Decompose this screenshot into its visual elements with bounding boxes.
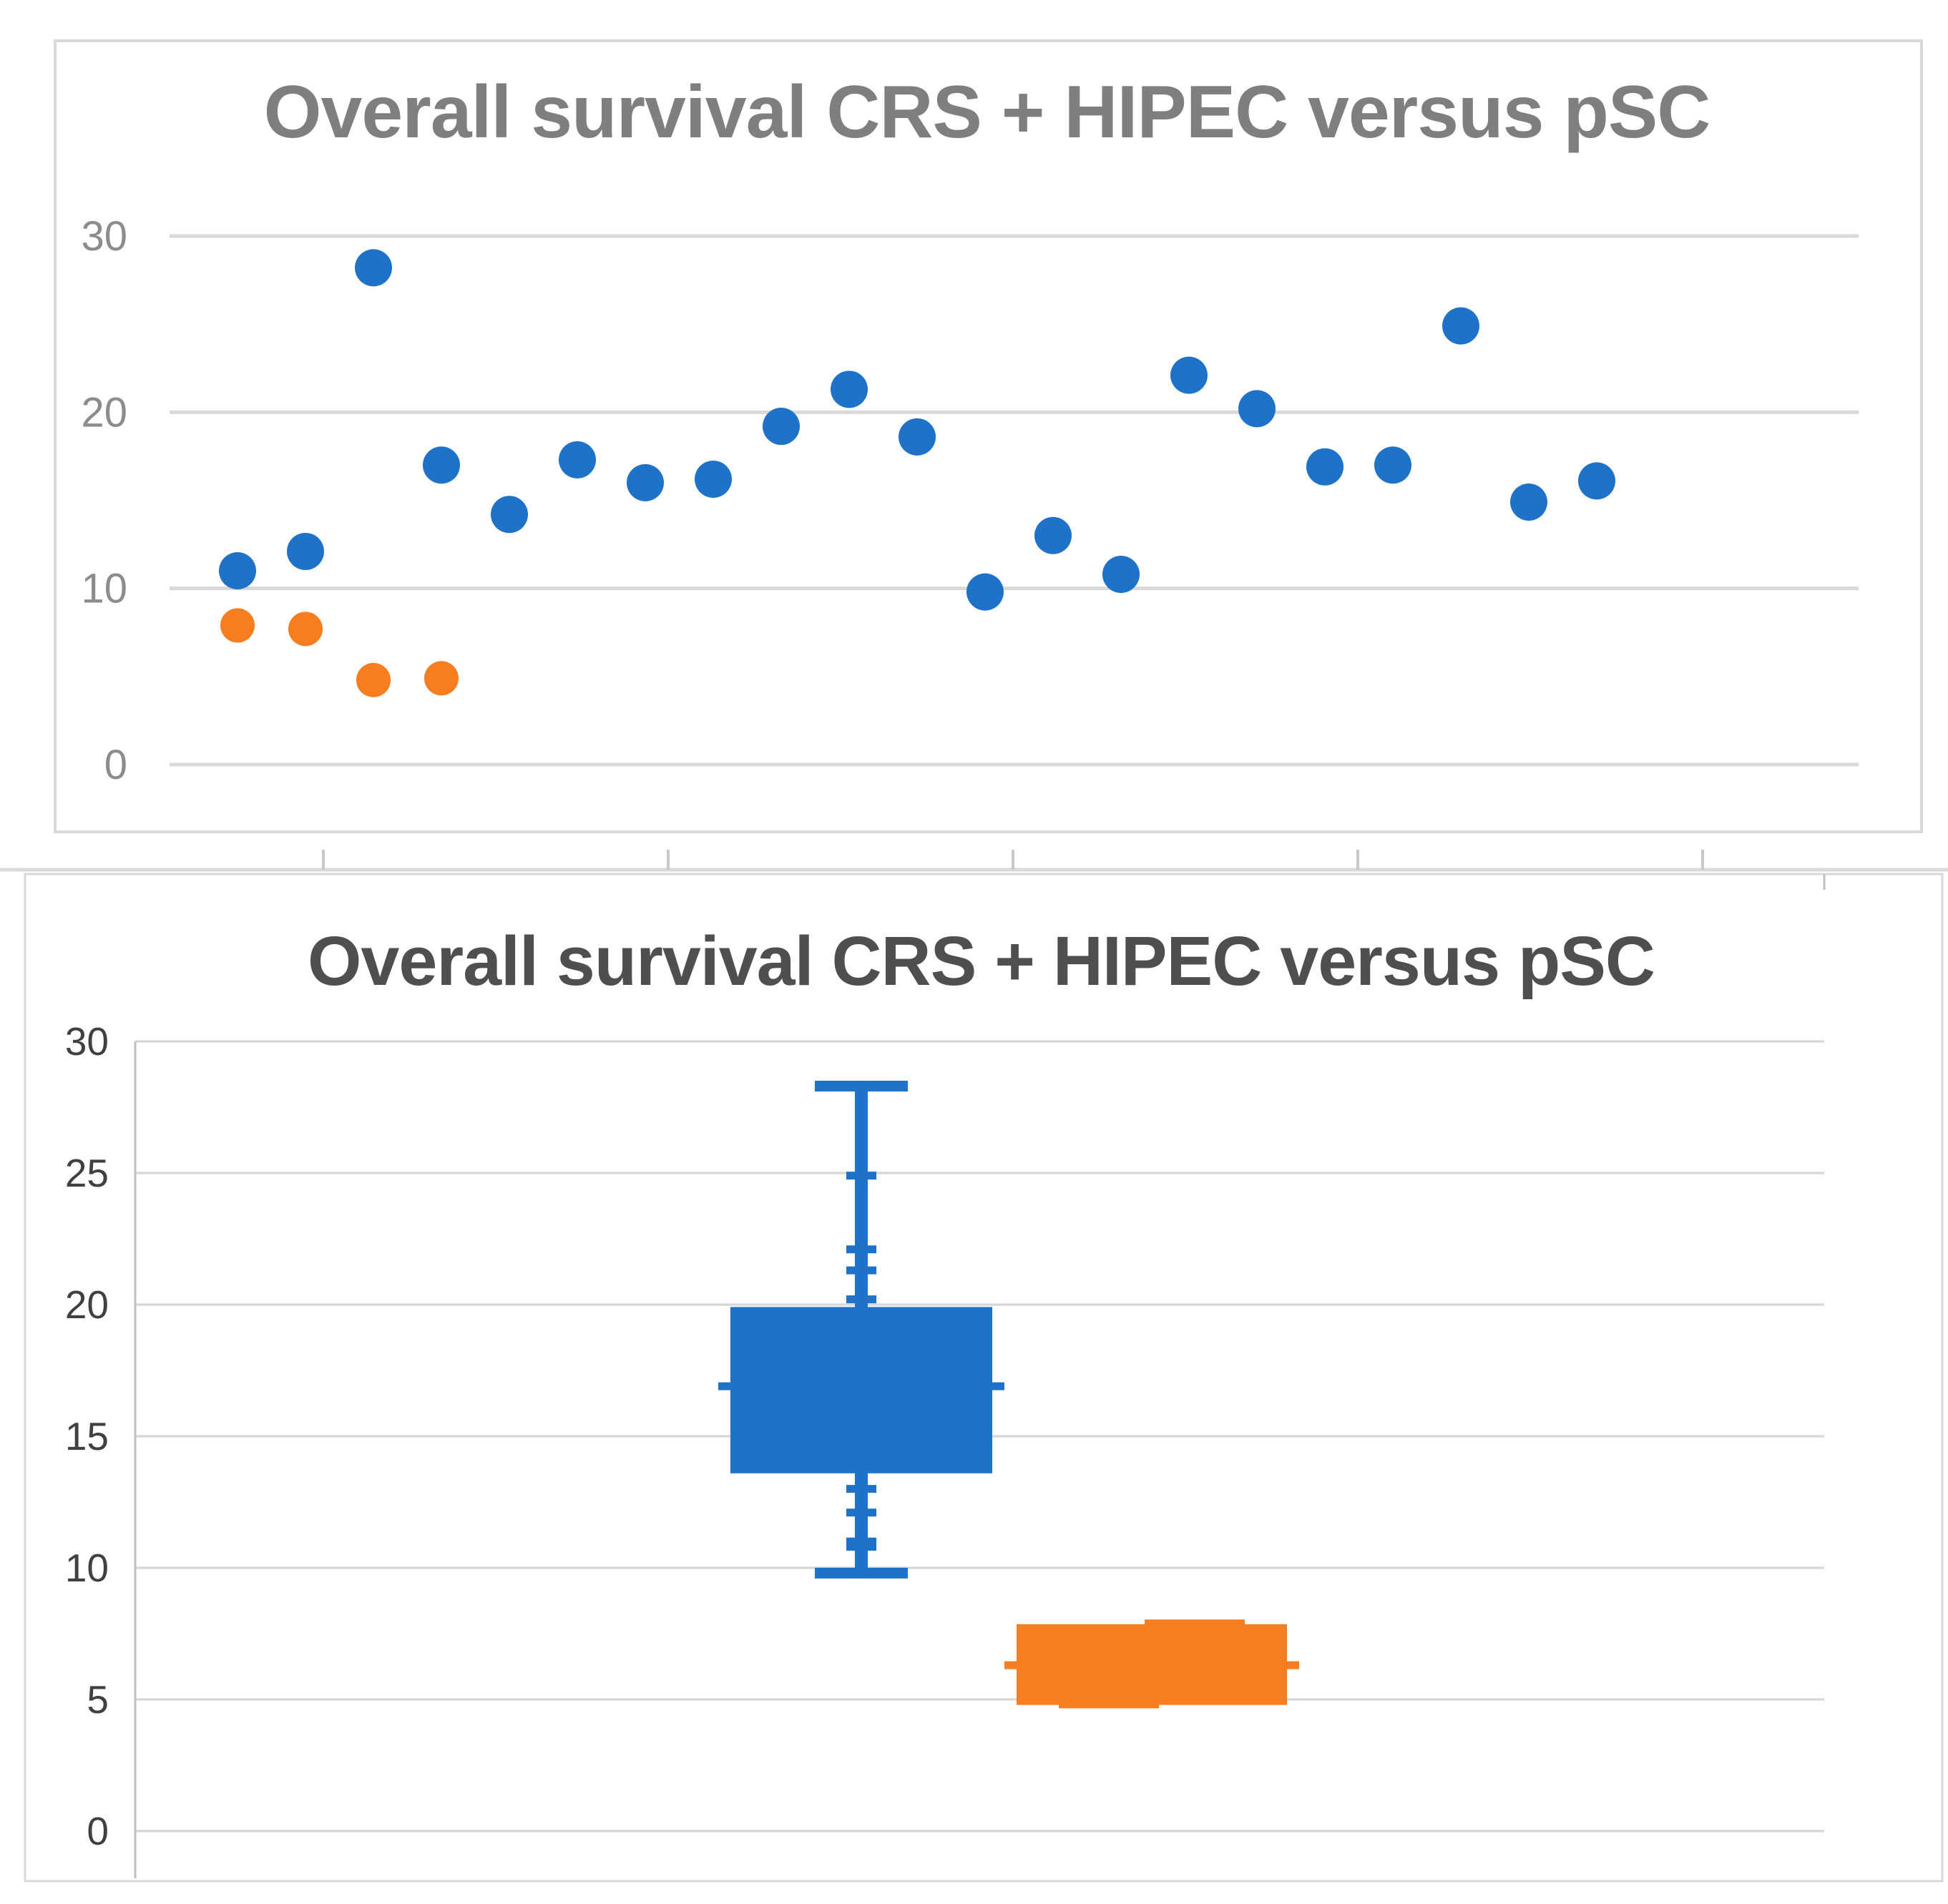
scatter-point-crs-hipec — [1102, 555, 1140, 593]
scatter-point-crs-hipec — [1170, 356, 1208, 394]
scatter-point-crs-hipec — [1238, 390, 1276, 428]
chart-panel-border — [54, 39, 1923, 833]
scatter-point-crs-hipec — [763, 408, 800, 446]
y-tick-label: 15 — [65, 1414, 109, 1458]
y-tick-label: 20 — [81, 389, 127, 436]
chart-panel-border — [24, 873, 1944, 1883]
scatter-point-crs-hipec — [627, 463, 664, 501]
box-crs-hipec — [730, 1307, 992, 1473]
scatter-point-psc — [220, 608, 255, 643]
y-tick-label: 10 — [81, 566, 127, 612]
boxplot-chart: 30 25 20 15 10 5 0 — [24, 873, 1944, 1883]
scatter-point-crs-hipec — [1034, 516, 1072, 554]
scatter-point-crs-hipec — [899, 418, 936, 456]
y-tick-label: 25 — [65, 1151, 109, 1195]
y-tick-label: 30 — [65, 1019, 109, 1064]
scatter-point-crs-hipec — [966, 573, 1004, 611]
y-tick-label: 5 — [87, 1677, 109, 1722]
y-tick-label: 20 — [65, 1282, 109, 1327]
y-tick-label: 30 — [81, 213, 127, 260]
y-tick-label: 0 — [104, 742, 127, 788]
scatter-point-crs-hipec — [287, 532, 324, 570]
scatter-point-crs-hipec — [355, 249, 392, 287]
scatter-chart-title: Overall survival CRS + HIPEC versus pSC — [263, 71, 1711, 154]
scatter-chart: 30 20 10 0 — [0, 39, 1948, 872]
scatter-point-psc — [288, 612, 323, 647]
scatter-point-psc — [424, 661, 459, 696]
scatter-point-crs-hipec — [1374, 446, 1411, 484]
scatter-point-psc — [356, 662, 391, 697]
scatter-point-crs-hipec — [423, 446, 460, 484]
y-tick-label: 10 — [65, 1546, 109, 1590]
y-tick-label: 0 — [87, 1809, 109, 1853]
scatter-point-crs-hipec — [1578, 462, 1615, 500]
scatter-point-crs-hipec — [559, 441, 596, 479]
scatter-point-crs-hipec — [695, 460, 732, 498]
scatter-point-crs-hipec — [1306, 448, 1343, 486]
boxplot-chart-title: Overall survival CRS + HIPEC versus pSC — [307, 922, 1655, 1000]
scatter-point-crs-hipec — [219, 552, 256, 590]
scatter-point-crs-hipec — [1442, 307, 1479, 345]
scatter-point-crs-hipec — [491, 496, 528, 534]
scatter-point-crs-hipec — [1510, 483, 1547, 521]
scatter-point-crs-hipec — [831, 371, 868, 408]
